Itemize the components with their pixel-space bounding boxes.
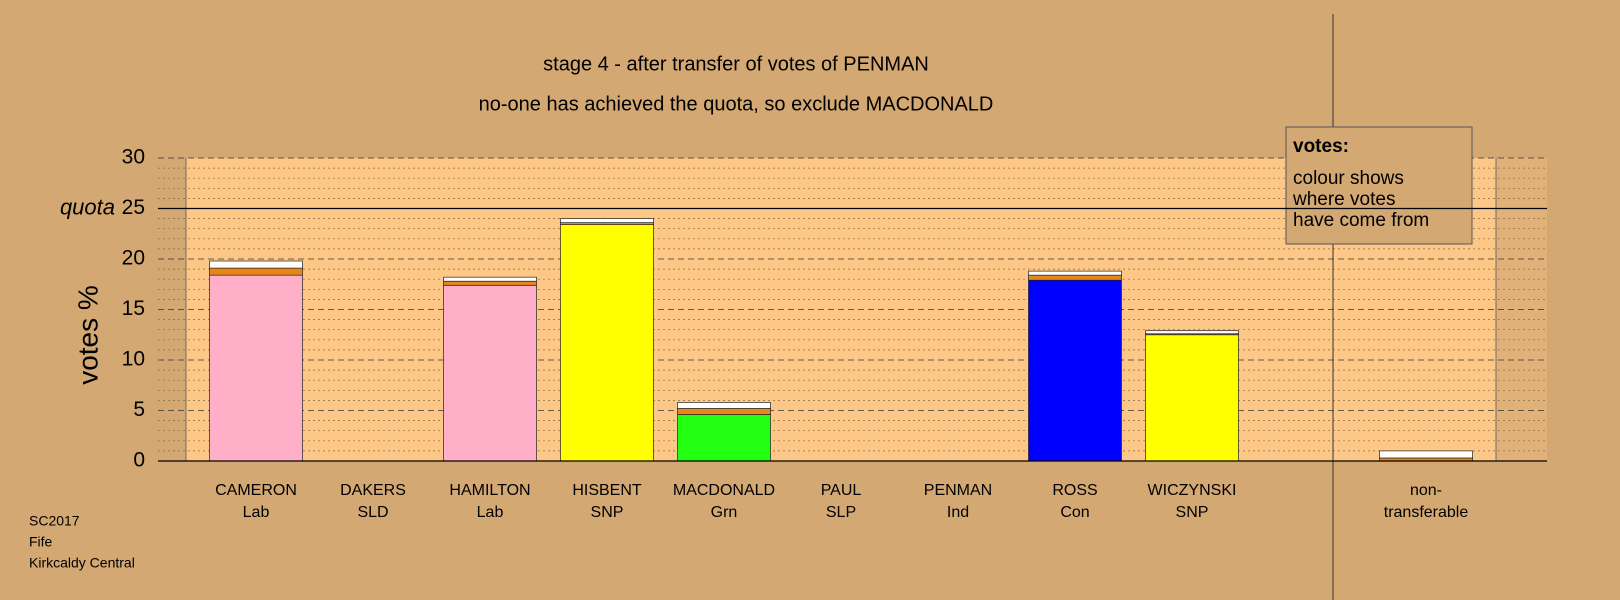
footnote: Kirkcaldy Central xyxy=(29,555,135,571)
x-tick-label: SLD xyxy=(357,504,388,521)
y-tick-label: 0 xyxy=(133,449,145,472)
bar-segment xyxy=(1145,330,1239,335)
bar-segment xyxy=(1028,274,1122,281)
x-tick-label: SNP xyxy=(591,504,624,521)
annotation-line: have come from xyxy=(1293,210,1429,231)
bar-segment xyxy=(209,260,303,269)
bar-segment xyxy=(1028,270,1122,276)
x-tick-label: MACDONALD xyxy=(673,482,775,499)
x-tick-label: ROSS xyxy=(1052,482,1097,499)
y-axis-label: votes % xyxy=(72,285,103,385)
x-tick-label: HAMILTON xyxy=(449,482,530,499)
bar-segment xyxy=(677,402,771,409)
x-tick-label: Lab xyxy=(477,504,504,521)
y-tick-label: 10 xyxy=(122,348,145,371)
x-tick-label: Grn xyxy=(711,504,738,521)
annotation-line: colour shows xyxy=(1293,168,1404,189)
x-tick-label: Ind xyxy=(947,504,969,521)
chart-title: stage 4 - after transfer of votes of PEN… xyxy=(543,53,929,75)
x-tick-label: HISBENT xyxy=(572,482,642,499)
bar-segment xyxy=(443,280,537,286)
chart-subtitle: no-one has achieved the quota, so exclud… xyxy=(479,93,994,115)
y-tick-label: 30 xyxy=(122,146,145,169)
bar-segment xyxy=(560,224,654,462)
bar-segment xyxy=(1145,334,1239,462)
bar-segment xyxy=(677,408,771,415)
x-tick-label: PENMAN xyxy=(924,482,992,499)
annotation-line: where votes xyxy=(1292,189,1395,210)
bar-segment xyxy=(677,414,771,462)
footnote: Fife xyxy=(29,534,53,550)
bar-segment xyxy=(209,267,303,276)
x-tick-label: PAUL xyxy=(821,482,862,499)
x-tick-label: WICZYNSKI xyxy=(1148,482,1237,499)
x-tick-label: SNP xyxy=(1176,504,1209,521)
x-tick-label: DAKERS xyxy=(340,482,406,499)
quota-label: quota xyxy=(60,194,115,219)
legend-box: votes: colour shows where votes have com… xyxy=(1285,126,1473,245)
bar-segment xyxy=(443,276,537,282)
y-tick-label: 15 xyxy=(122,297,145,320)
bar-segment xyxy=(209,274,303,462)
x-tick-label: Con xyxy=(1060,504,1089,521)
x-tick-label: Lab xyxy=(243,504,270,521)
bar-segment xyxy=(1379,450,1473,459)
x-tick-label: non- xyxy=(1410,482,1442,499)
annotation-title: votes: xyxy=(1293,136,1349,157)
bar-segment xyxy=(1028,279,1122,462)
bar-segment xyxy=(560,218,654,223)
y-tick-label: 25 xyxy=(122,196,145,219)
y-tick-label: 5 xyxy=(133,398,145,421)
x-tick-label: CAMERON xyxy=(215,482,297,499)
bars xyxy=(209,218,1473,462)
footnote: SC2017 xyxy=(29,513,80,529)
bar-segment xyxy=(443,284,537,462)
x-tick-label: transferable xyxy=(1384,504,1469,521)
annotation-box xyxy=(1285,126,1473,245)
x-tick-label: SLP xyxy=(826,504,856,521)
y-tick-label: 20 xyxy=(122,247,145,270)
